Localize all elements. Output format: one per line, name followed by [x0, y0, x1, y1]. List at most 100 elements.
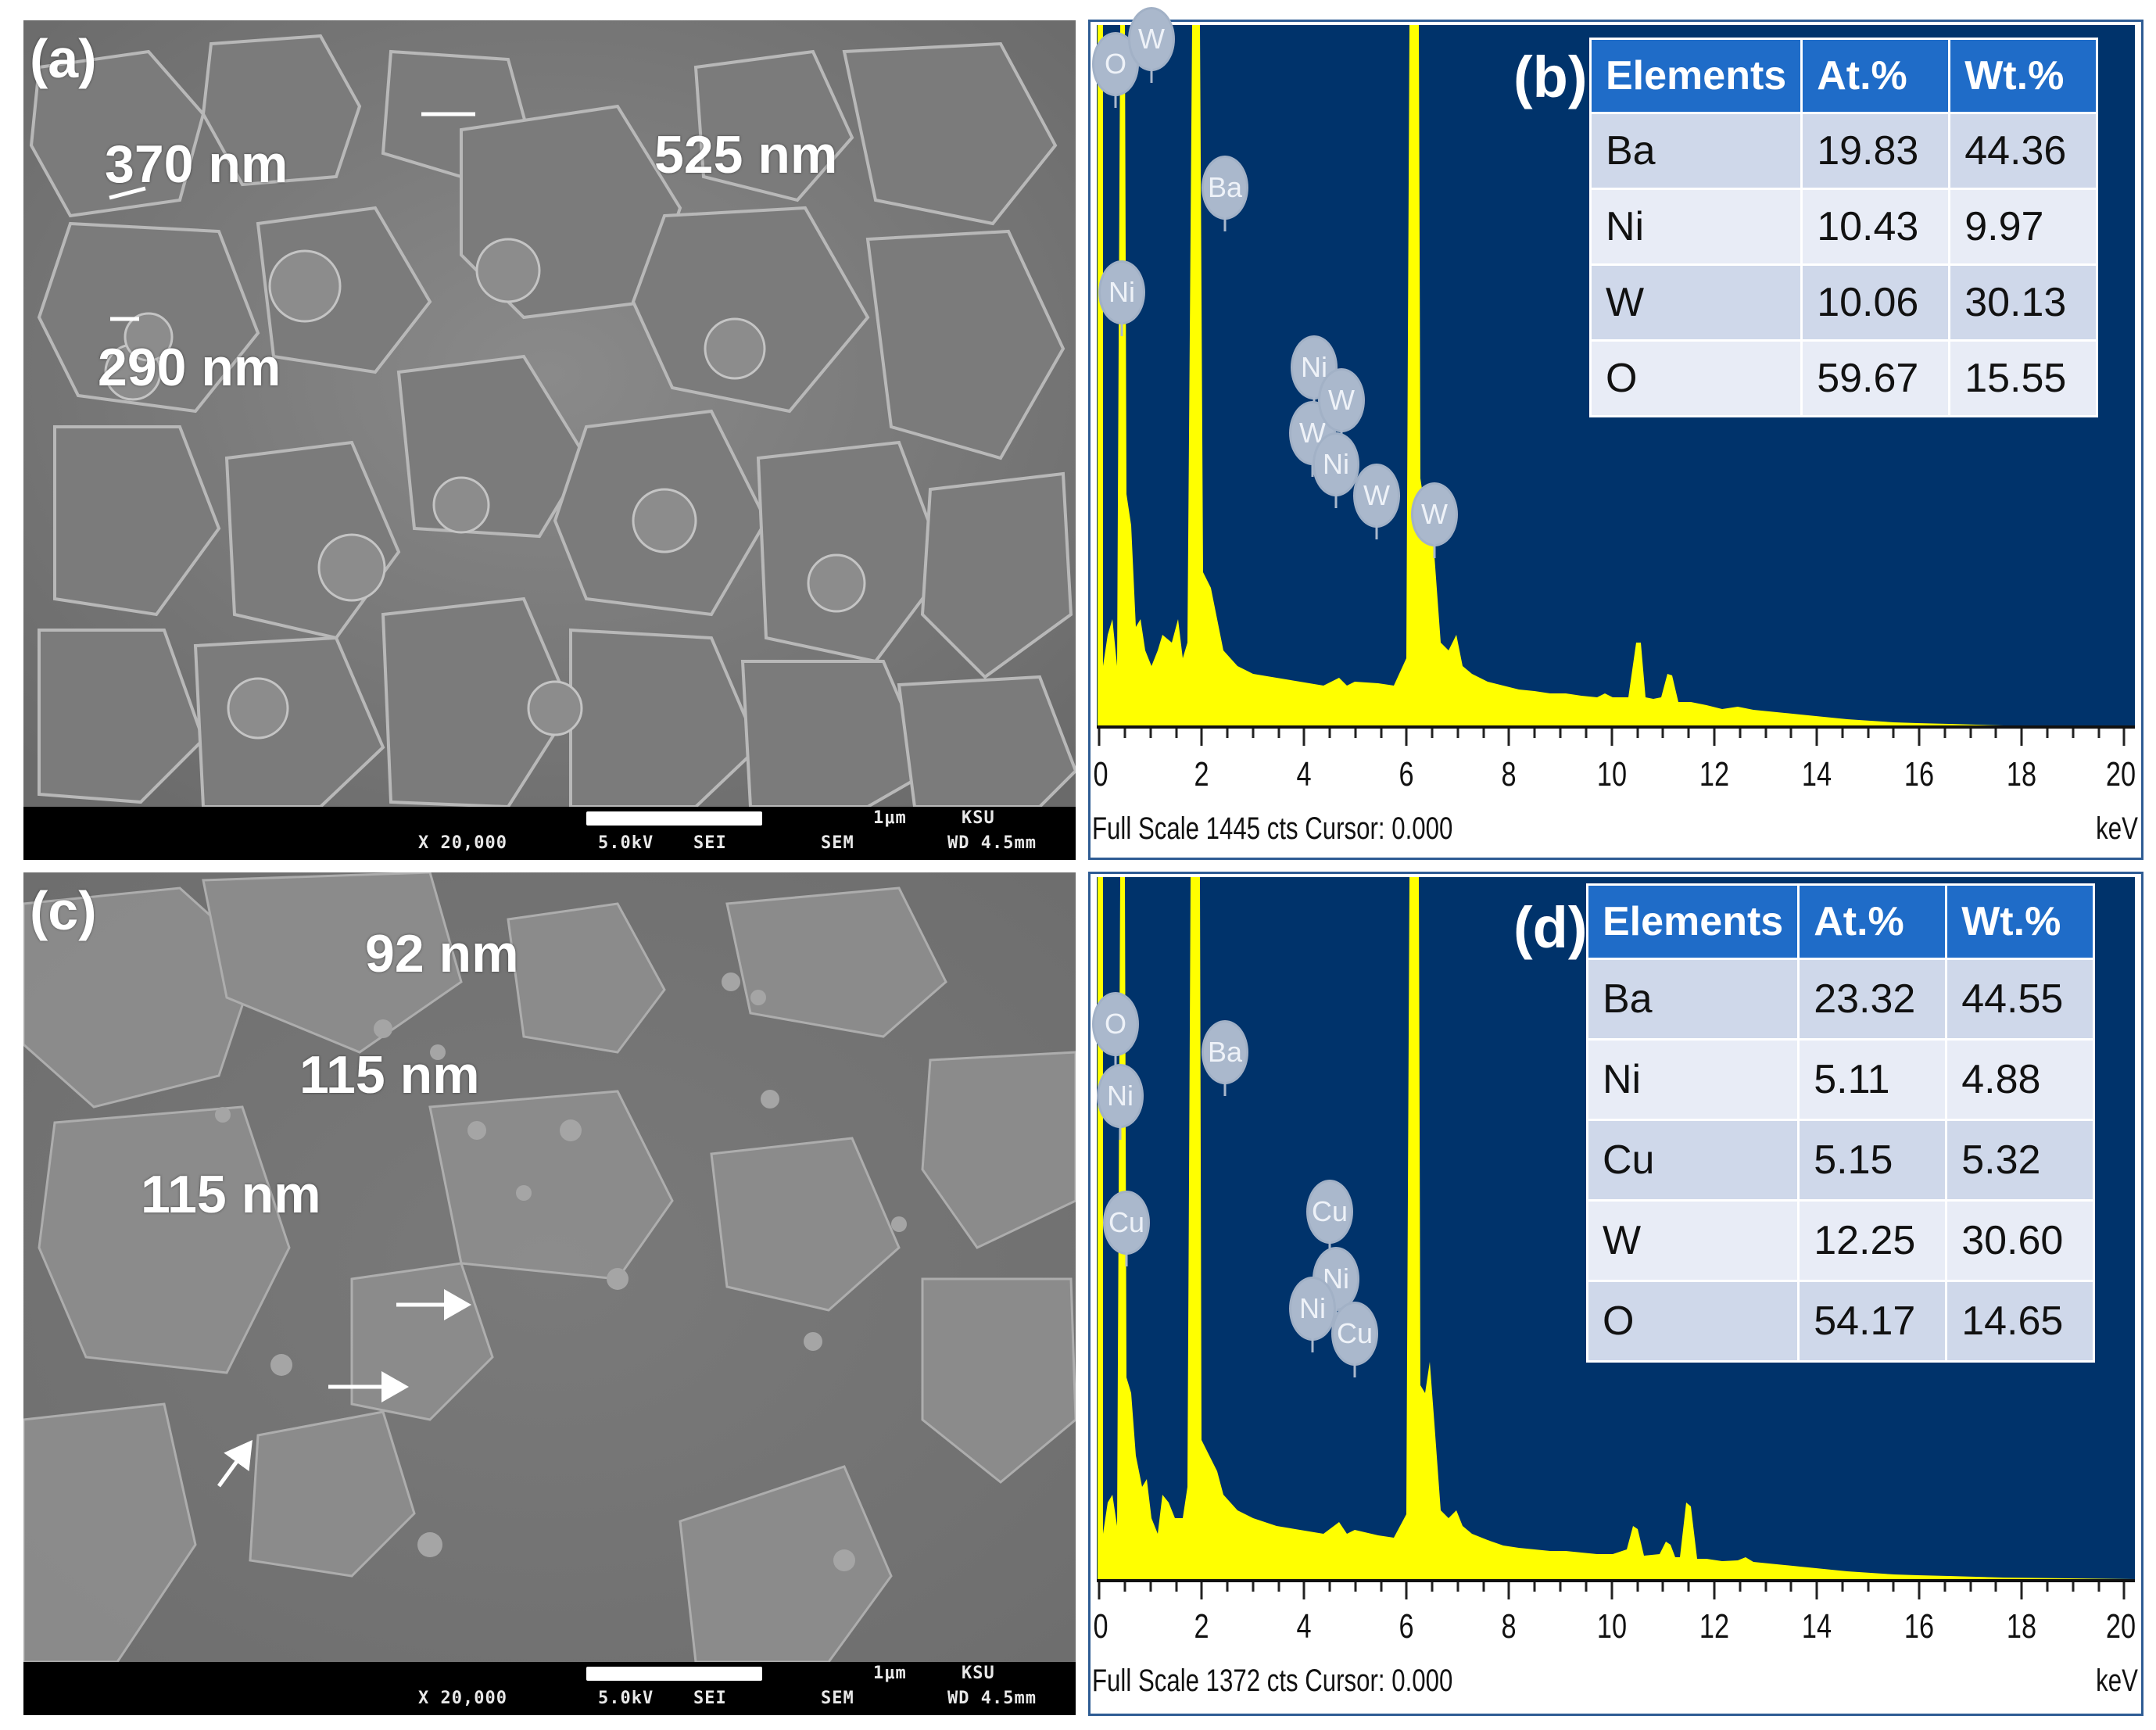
x-tick-label: 18: [2006, 1607, 2037, 1646]
element-cell: O: [1592, 342, 1801, 415]
size-annotation-115nm-lower: 115 nm: [141, 1165, 321, 1224]
scale-bar-label: 1μm: [873, 808, 907, 828]
eds-spectrum-b: [1097, 25, 2135, 729]
peak-tag-w: W: [1130, 9, 1173, 69]
x-tick-label: 2: [1194, 755, 1209, 793]
x-tick-label: 20: [2105, 755, 2136, 793]
x-axis-ticks-b: [1098, 729, 2126, 746]
imaging-mode: SEM: [821, 833, 854, 853]
element-cell: Cu: [1588, 1121, 1798, 1199]
peak-tag-w: W: [1413, 485, 1456, 544]
eds-panel-d: O Ni Ba Cu Cu Ni Ni Cu (d) Elements At.%…: [1088, 872, 2143, 1716]
wt-pct-cell: 44.36: [1950, 114, 2097, 188]
wt-pct-cell: 30.13: [1950, 266, 2097, 339]
x-axis-unit: keV: [2096, 1664, 2138, 1698]
at-pct-cell: 19.83: [1803, 114, 1949, 188]
size-annotation-290nm: 290 nm: [98, 338, 281, 397]
eds-plot-area-d: O Ni Ba Cu Cu Ni Ni Cu (d) Elements At.%…: [1094, 877, 2135, 1582]
panel-label-d: (d): [1513, 895, 1588, 960]
x-tick-label: 2: [1194, 1607, 1209, 1646]
x-tick-label: 14: [1801, 755, 1832, 793]
at-pct-cell: 10.43: [1803, 190, 1949, 263]
sem-databar-a: 1μm KSU X 20,000 5.0kV SEI SEM WD 4.5mm: [23, 807, 1076, 860]
x-tick-label: 4: [1296, 755, 1312, 793]
x-tick-label: 4: [1296, 1607, 1312, 1646]
peak-tag-ba: Ba: [1204, 1023, 1246, 1082]
peak-tag-ni: Ni: [1099, 1066, 1141, 1126]
col-header-at-pct: At.%: [1800, 886, 1946, 958]
peak-tag-o: O: [1094, 994, 1137, 1054]
peak-tag-ni: Ni: [1315, 435, 1357, 494]
wt-pct-cell: 14.65: [1947, 1282, 2093, 1360]
x-axis-ticks-d: [1098, 1582, 2126, 1599]
table-row: Ni 5.11 4.88: [1588, 1041, 2093, 1119]
composition-table-d: Elements At.% Wt.% Ba 23.32 44.55 Ni 5.1…: [1586, 883, 2096, 1363]
sem-databar-c: 1μm KSU X 20,000 5.0kV SEI SEM WD 4.5mm: [23, 1662, 1076, 1715]
scale-bar: [586, 811, 762, 826]
x-tick-label: 16: [1904, 1607, 1935, 1646]
working-distance: WD 4.5mm: [947, 1689, 1037, 1708]
x-tick-label: 12: [1699, 755, 1730, 793]
size-annotation-115nm-center: 115 nm: [299, 1045, 480, 1105]
panel-label-b: (b): [1513, 45, 1588, 109]
element-cell: Ba: [1592, 114, 1801, 188]
size-annotation-92nm: 92 nm: [365, 924, 519, 983]
wt-pct-cell: 30.60: [1947, 1202, 2093, 1280]
table-row: O 54.17 14.65: [1588, 1282, 2093, 1360]
table-row: O 59.67 15.55: [1592, 342, 2097, 415]
peak-tag-ni: Ni: [1101, 263, 1143, 322]
x-tick-label: 0: [1093, 755, 1108, 793]
x-tick-label: 6: [1399, 1607, 1414, 1646]
scale-bar: [586, 1667, 762, 1681]
x-tick-label: 8: [1501, 1607, 1517, 1646]
sem-panel-c: (c) 92 nm 115 nm 115 nm 1μm KSU X 20,000…: [23, 872, 1076, 1715]
col-header-elements: Elements: [1588, 886, 1798, 958]
element-cell: Ba: [1588, 960, 1798, 1038]
col-header-wt-pct: Wt.%: [1947, 886, 2093, 958]
x-tick-label: 10: [1596, 755, 1628, 793]
sem-micrograph-c: [23, 872, 1076, 1662]
col-header-elements: Elements: [1592, 40, 1801, 112]
x-tick-label: 14: [1801, 1607, 1832, 1646]
x-tick-label: 6: [1399, 755, 1414, 793]
col-header-at-pct: At.%: [1803, 40, 1949, 112]
at-pct-cell: 10.06: [1803, 266, 1949, 339]
x-tick-label: 20: [2105, 1607, 2136, 1646]
element-cell: W: [1588, 1202, 1798, 1280]
at-pct-cell: 54.17: [1800, 1282, 1946, 1360]
sem-panel-a: (a) 370 nm 525 nm 290 nm 1μm KSU X 20,00…: [23, 20, 1076, 860]
table-row: Cu 5.15 5.32: [1588, 1121, 2093, 1199]
element-cell: W: [1592, 266, 1801, 339]
institution: KSU: [962, 1664, 995, 1683]
peak-tag-o: O: [1094, 34, 1137, 94]
at-pct-cell: 12.25: [1800, 1202, 1946, 1280]
x-axis-unit: keV: [2096, 811, 2138, 846]
table-row: Ba 23.32 44.55: [1588, 960, 2093, 1038]
peak-tag-cu: Cu: [1334, 1304, 1376, 1363]
eds-panel-b: O W Ba Ni Ni W W Ni W W (b) Elements At.…: [1088, 9, 2143, 860]
magnification: X 20,000: [418, 833, 507, 853]
size-annotation-525nm: 525 nm: [654, 125, 838, 184]
accelerating-voltage: 5.0kV: [598, 833, 654, 853]
peak-tag-ba: Ba: [1204, 158, 1246, 217]
wt-pct-cell: 4.88: [1947, 1041, 2093, 1119]
element-cell: O: [1588, 1282, 1798, 1360]
peak-tag-w: W: [1356, 466, 1398, 525]
table-row: Ni 10.43 9.97: [1592, 190, 2097, 263]
eds-plot-area-b: O W Ba Ni Ni W W Ni W W (b) Elements At.…: [1094, 9, 2135, 729]
wt-pct-cell: 44.55: [1947, 960, 2093, 1038]
table-row: W 10.06 30.13: [1592, 266, 2097, 339]
peak-tag-w: W: [1291, 403, 1334, 463]
panel-label-a: (a): [30, 28, 97, 89]
at-pct-cell: 5.15: [1800, 1121, 1946, 1199]
at-pct-cell: 23.32: [1800, 960, 1946, 1038]
x-tick-label: 8: [1501, 755, 1517, 793]
x-tick-label: 16: [1904, 755, 1935, 793]
imaging-mode: SEM: [821, 1689, 854, 1708]
wt-pct-cell: 9.97: [1950, 190, 2097, 263]
composition-table-b: Elements At.% Wt.% Ba 19.83 44.36 Ni 10.…: [1589, 38, 2099, 417]
x-tick-label: 0: [1093, 1607, 1108, 1646]
eds-spectrum-d: [1097, 877, 2135, 1582]
magnification: X 20,000: [418, 1689, 507, 1708]
detector: SEI: [693, 833, 727, 853]
